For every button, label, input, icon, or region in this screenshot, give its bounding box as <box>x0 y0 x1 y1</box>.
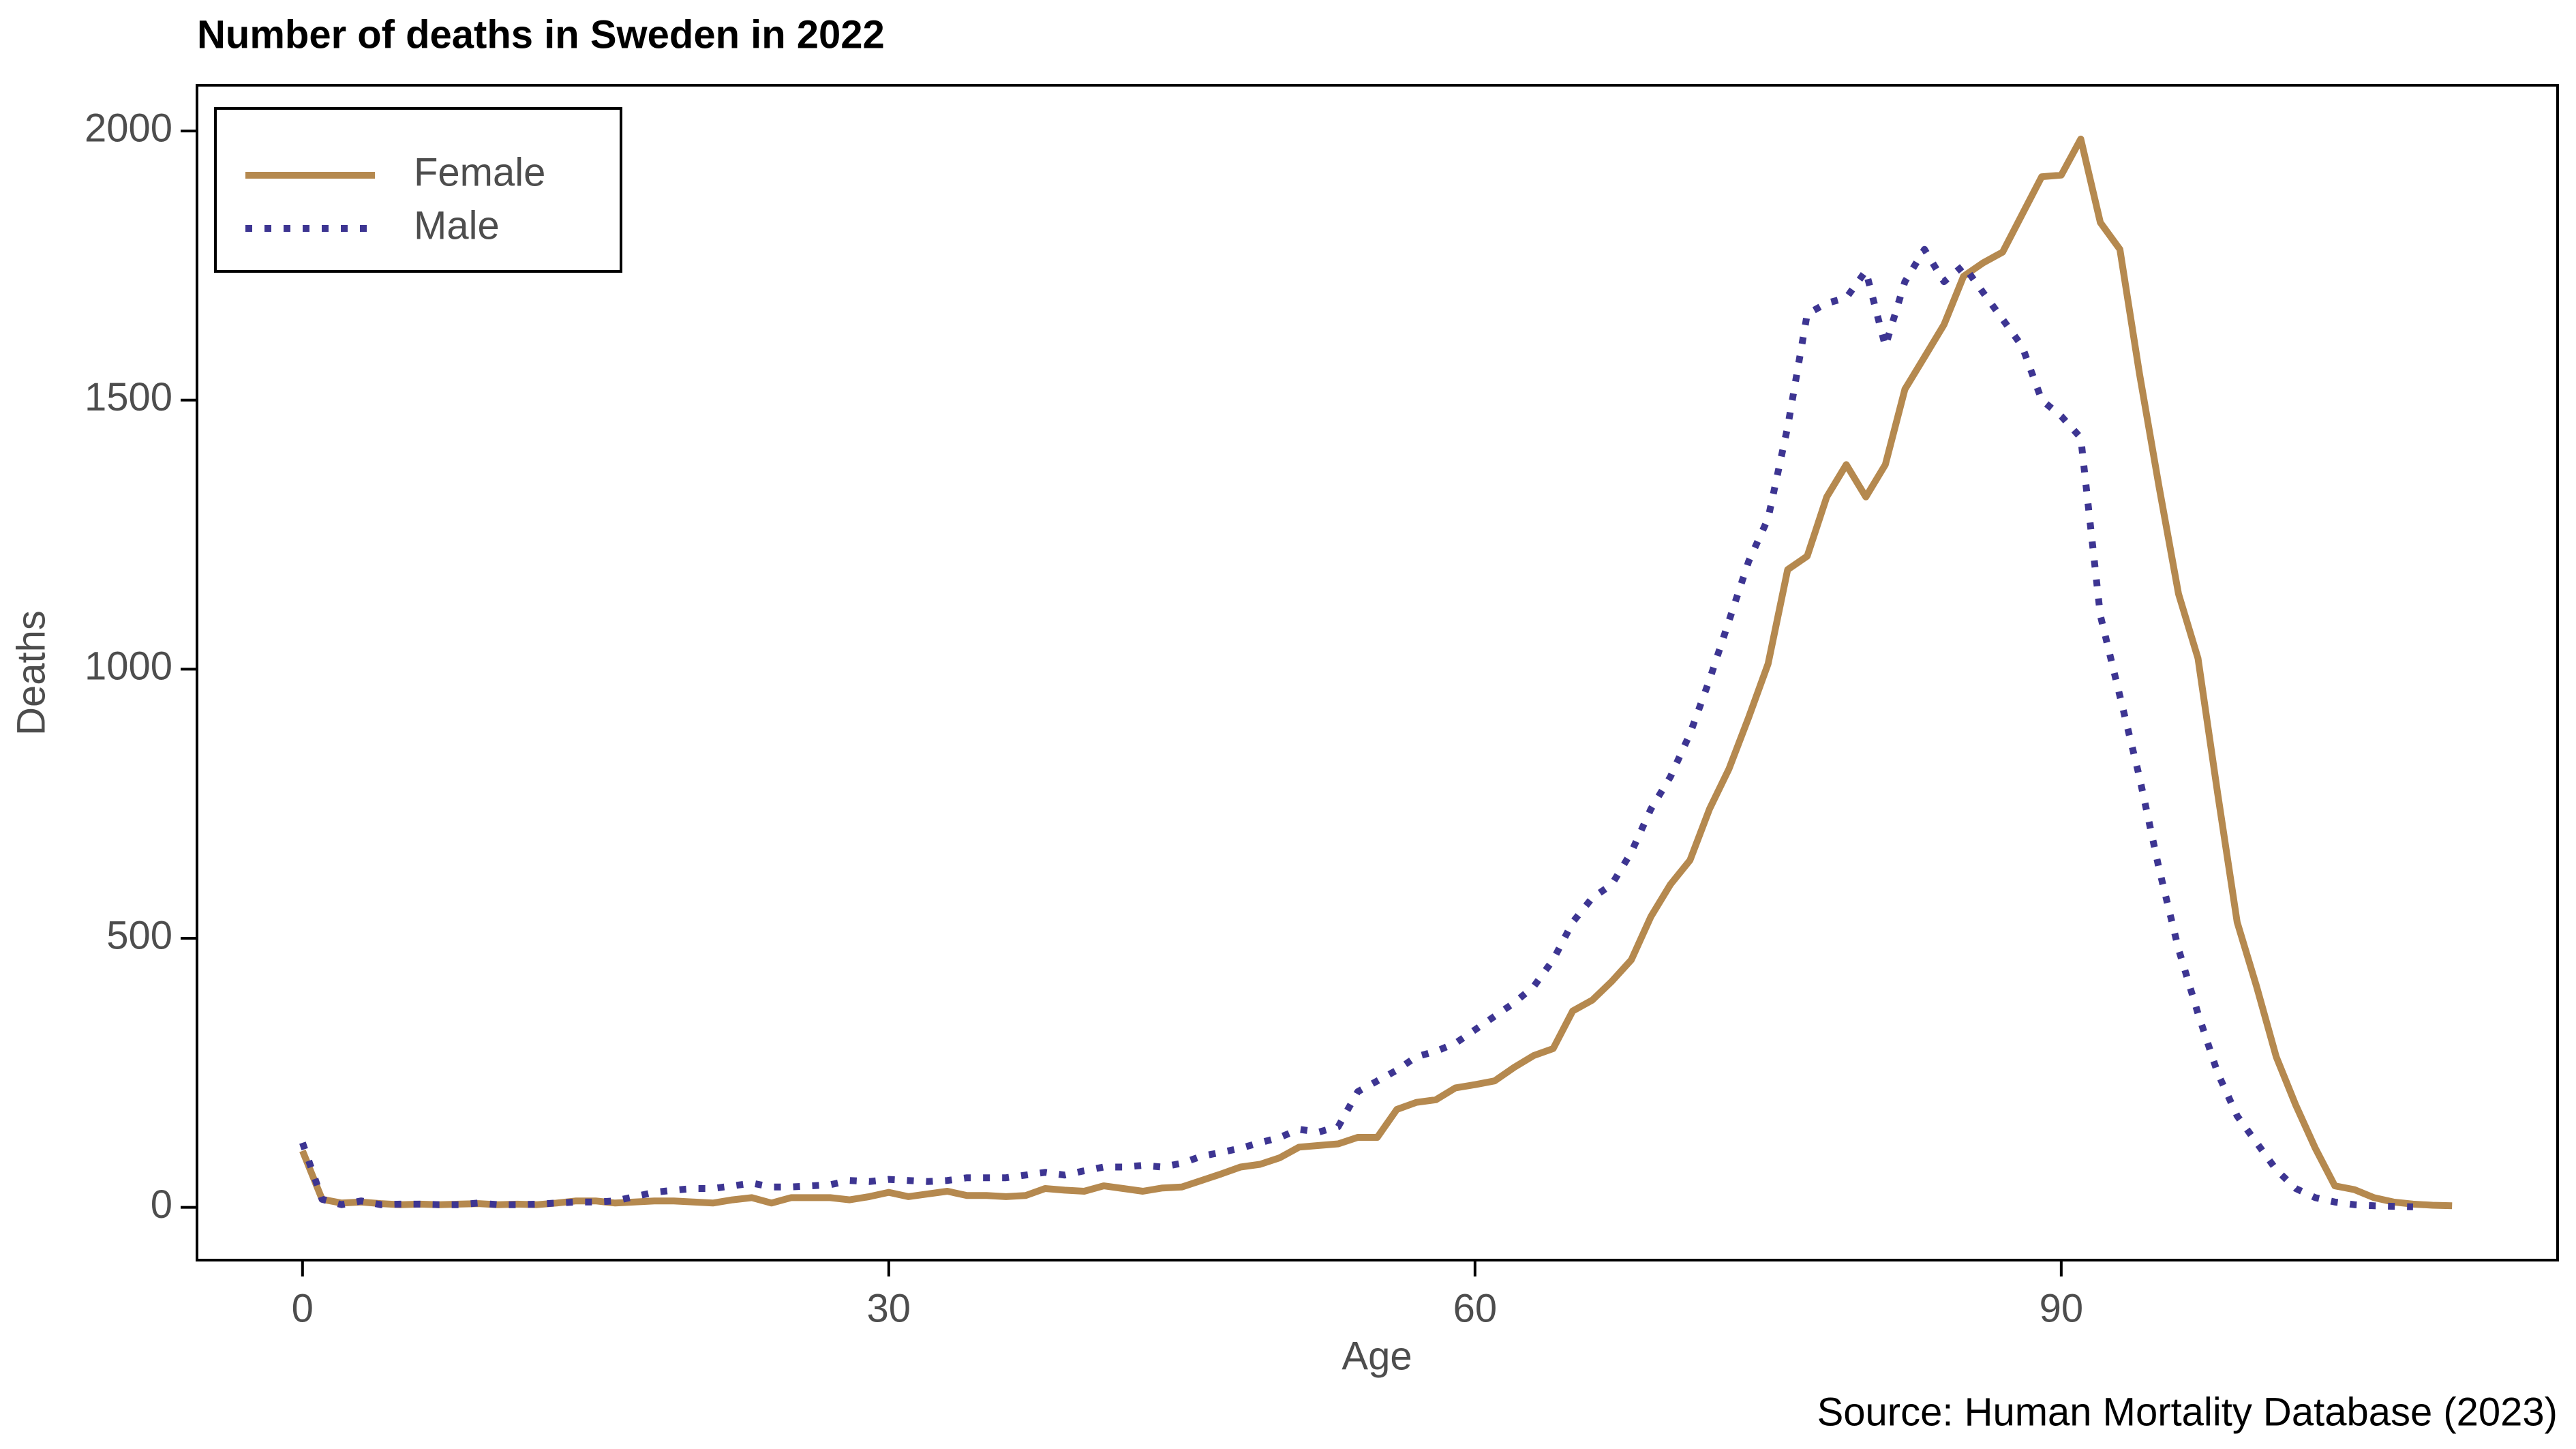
series-line <box>299 135 2453 1210</box>
y-tick-label: 1000 <box>85 644 172 689</box>
x-tick-label: 0 <box>292 1286 314 1330</box>
y-tick-label: 1500 <box>85 375 172 419</box>
legend-label: Male <box>414 203 500 248</box>
y-axis-label: Deaths <box>9 610 53 736</box>
x-tick-label: 60 <box>1453 1286 1498 1330</box>
legend-label: Female <box>414 150 545 194</box>
x-axis-label: Age <box>1342 1334 1412 1378</box>
chart-title: Number of deaths in Sweden in 2022 <box>197 12 885 57</box>
y-tick-label: 500 <box>106 913 172 957</box>
y-tick-label: 2000 <box>85 106 172 150</box>
x-tick-label: 90 <box>2040 1286 2084 1330</box>
plot-frame <box>196 84 2559 1261</box>
legend-box <box>214 107 622 273</box>
y-tick-label: 0 <box>151 1182 172 1227</box>
x-tick-label: 30 <box>867 1286 911 1330</box>
series-line <box>299 245 2414 1210</box>
source-note: Source: Human Mortality Database (2023) <box>1817 1390 2558 1434</box>
